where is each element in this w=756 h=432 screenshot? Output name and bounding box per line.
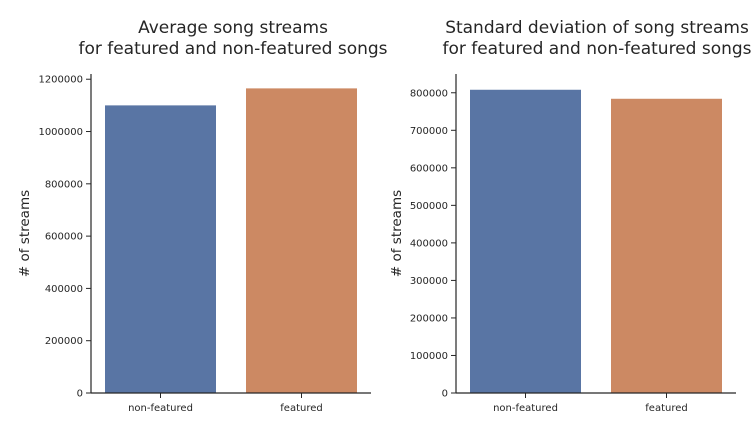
chart-2-bar-featured (611, 98, 722, 393)
chart-2-y-tick-label: 300000 (410, 276, 448, 287)
chart-2-title-line-1: Standard deviation of song streams (445, 18, 749, 38)
chart-2-y-axis-label: # of streams (389, 190, 405, 277)
chart-1-bar-non-featured (105, 105, 216, 394)
chart-2-y-tick-label: 700000 (410, 126, 448, 137)
chart-1-y-tick-label: 1000000 (38, 127, 83, 138)
chart-2-y-tick-label: 0 (442, 389, 448, 400)
chart-2-y-tick-label: 500000 (410, 201, 448, 212)
chart-1-title-line-1: Average song streams (138, 18, 328, 38)
chart-1-y-axis-label: # of streams (17, 190, 33, 277)
chart-2-y-tick-label: 200000 (410, 313, 448, 324)
chart-2-bar-non-featured (470, 89, 581, 393)
chart-1-bar-featured (246, 88, 357, 393)
chart-2-x-tick-label: non-featured (493, 403, 558, 414)
chart-2-y-tick-label: 100000 (410, 351, 448, 362)
chart-2-y-tick-label: 600000 (410, 163, 448, 174)
chart-1-y-tick-label: 1200000 (38, 75, 83, 86)
chart-2-title-line-2: for featured and non-featured songs (442, 39, 751, 59)
chart-1-title-line-2: for featured and non-featured songs (78, 39, 387, 59)
chart-1-y-tick-label: 400000 (45, 284, 83, 295)
chart-1-y-tick-label: 200000 (45, 336, 83, 347)
chart-1-y-tick-label: 0 (77, 389, 83, 400)
chart-1-y-tick-label: 600000 (45, 232, 83, 243)
chart-1-x-tick-label: non-featured (128, 403, 193, 414)
chart-2-y-tick-label: 400000 (410, 238, 448, 249)
chart-2-x-tick-label: featured (645, 403, 687, 414)
chart-1-x-tick-label: featured (280, 403, 322, 414)
chart-1-y-tick-label: 800000 (45, 179, 83, 190)
chart-2-y-tick-label: 800000 (410, 88, 448, 99)
